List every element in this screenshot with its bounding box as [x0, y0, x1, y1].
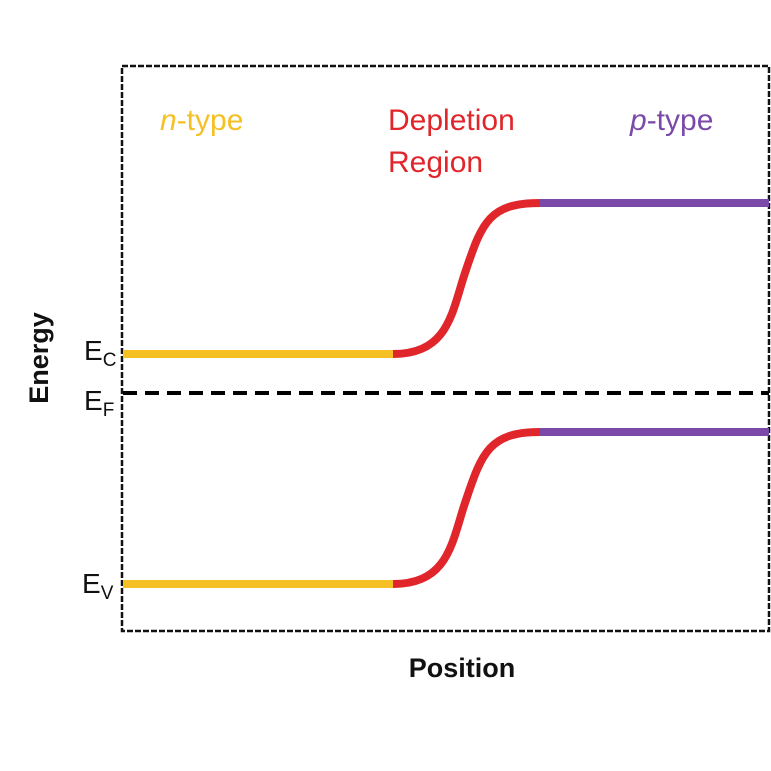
n-type-italic: n — [160, 104, 177, 137]
ec-label: EC — [84, 335, 116, 371]
ev-sub: V — [101, 583, 114, 604]
p-type-italic: p — [629, 104, 647, 137]
valence-band — [123, 428, 769, 588]
ev-label: EV — [82, 568, 114, 604]
ec-main: E — [84, 335, 103, 366]
valence-band-depletion-segment — [392, 428, 541, 588]
ev-main: E — [82, 568, 101, 599]
plot-frame — [120, 64, 771, 633]
p-type-rest: -type — [647, 104, 714, 137]
p-type-label: p-type — [629, 104, 713, 137]
ef-sub: F — [103, 400, 115, 421]
depletion-label-line1: Depletion — [388, 104, 515, 137]
n-type-rest: -type — [177, 104, 244, 137]
x-axis-label: Position — [409, 653, 516, 683]
depletion-label-line2: Region — [388, 146, 483, 179]
ef-label: EF — [84, 385, 114, 421]
ec-sub: C — [103, 350, 117, 371]
depletion-region-label: Depletion Region — [388, 104, 515, 179]
n-type-label: n-type — [160, 104, 243, 137]
conduction-band — [123, 199, 769, 358]
conduction-band-depletion-segment — [392, 199, 541, 358]
ef-main: E — [84, 385, 103, 416]
y-axis-label: Energy — [24, 312, 54, 404]
